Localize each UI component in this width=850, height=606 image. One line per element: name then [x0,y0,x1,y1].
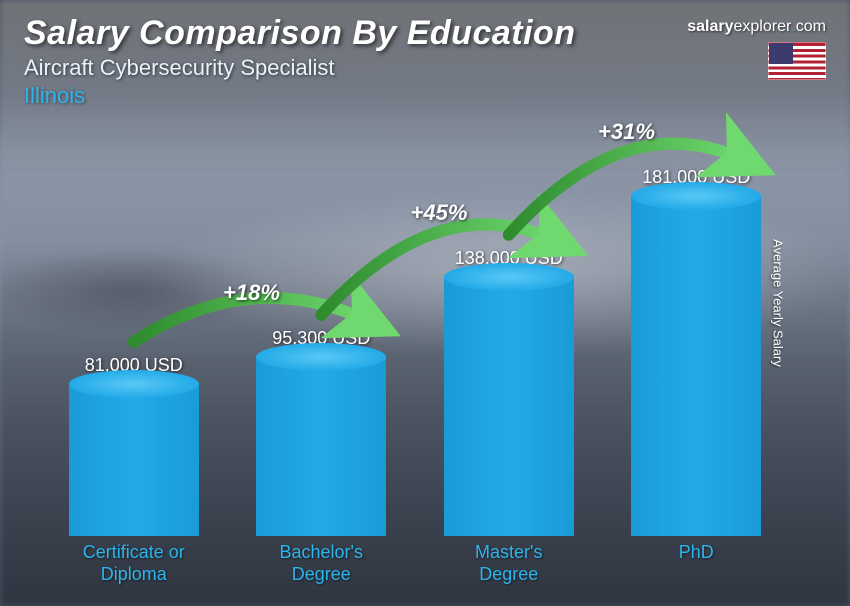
brand-light: explorer [734,18,792,35]
us-flag-icon [768,42,826,80]
bar-top [256,343,386,371]
bar [631,196,761,536]
bar-top [444,263,574,291]
bar-slot: 81,000 USD [40,130,228,536]
page-title: Salary Comparison By Education [24,14,576,53]
bar [69,384,199,536]
brand-tld: com [796,18,826,35]
bar-slot: 138,000 USD [415,130,603,536]
category-label: PhD [603,536,791,586]
chart-container: Salary Comparison By Education Aircraft … [0,0,850,606]
bar-front [69,384,199,536]
bar [256,357,386,536]
bars-group: 81,000 USD95,300 USD138,000 USD181,000 U… [40,130,790,536]
category-labels: Certificate orDiplomaBachelor'sDegreeMas… [40,536,790,586]
header: Salary Comparison By Education Aircraft … [24,14,576,109]
category-label: Master'sDegree [415,536,603,586]
category-label: Certificate orDiploma [40,536,228,586]
bar-slot: 95,300 USD [228,130,416,536]
category-label: Bachelor'sDegree [228,536,416,586]
bar-slot: 181,000 USD [603,130,791,536]
bar [444,277,574,536]
bar-top [631,182,761,210]
branding: salaryexplorer.com [687,18,826,85]
location-label: Illinois [24,83,576,109]
subtitle: Aircraft Cybersecurity Specialist [24,55,576,81]
bar-top [69,370,199,398]
bar-front [444,277,574,536]
bar-front [631,196,761,536]
brand-bold: salary [687,18,733,35]
brand-name: salaryexplorer.com [687,18,826,36]
bar-front [256,357,386,536]
chart-area: 81,000 USD95,300 USD138,000 USD181,000 U… [40,130,790,586]
